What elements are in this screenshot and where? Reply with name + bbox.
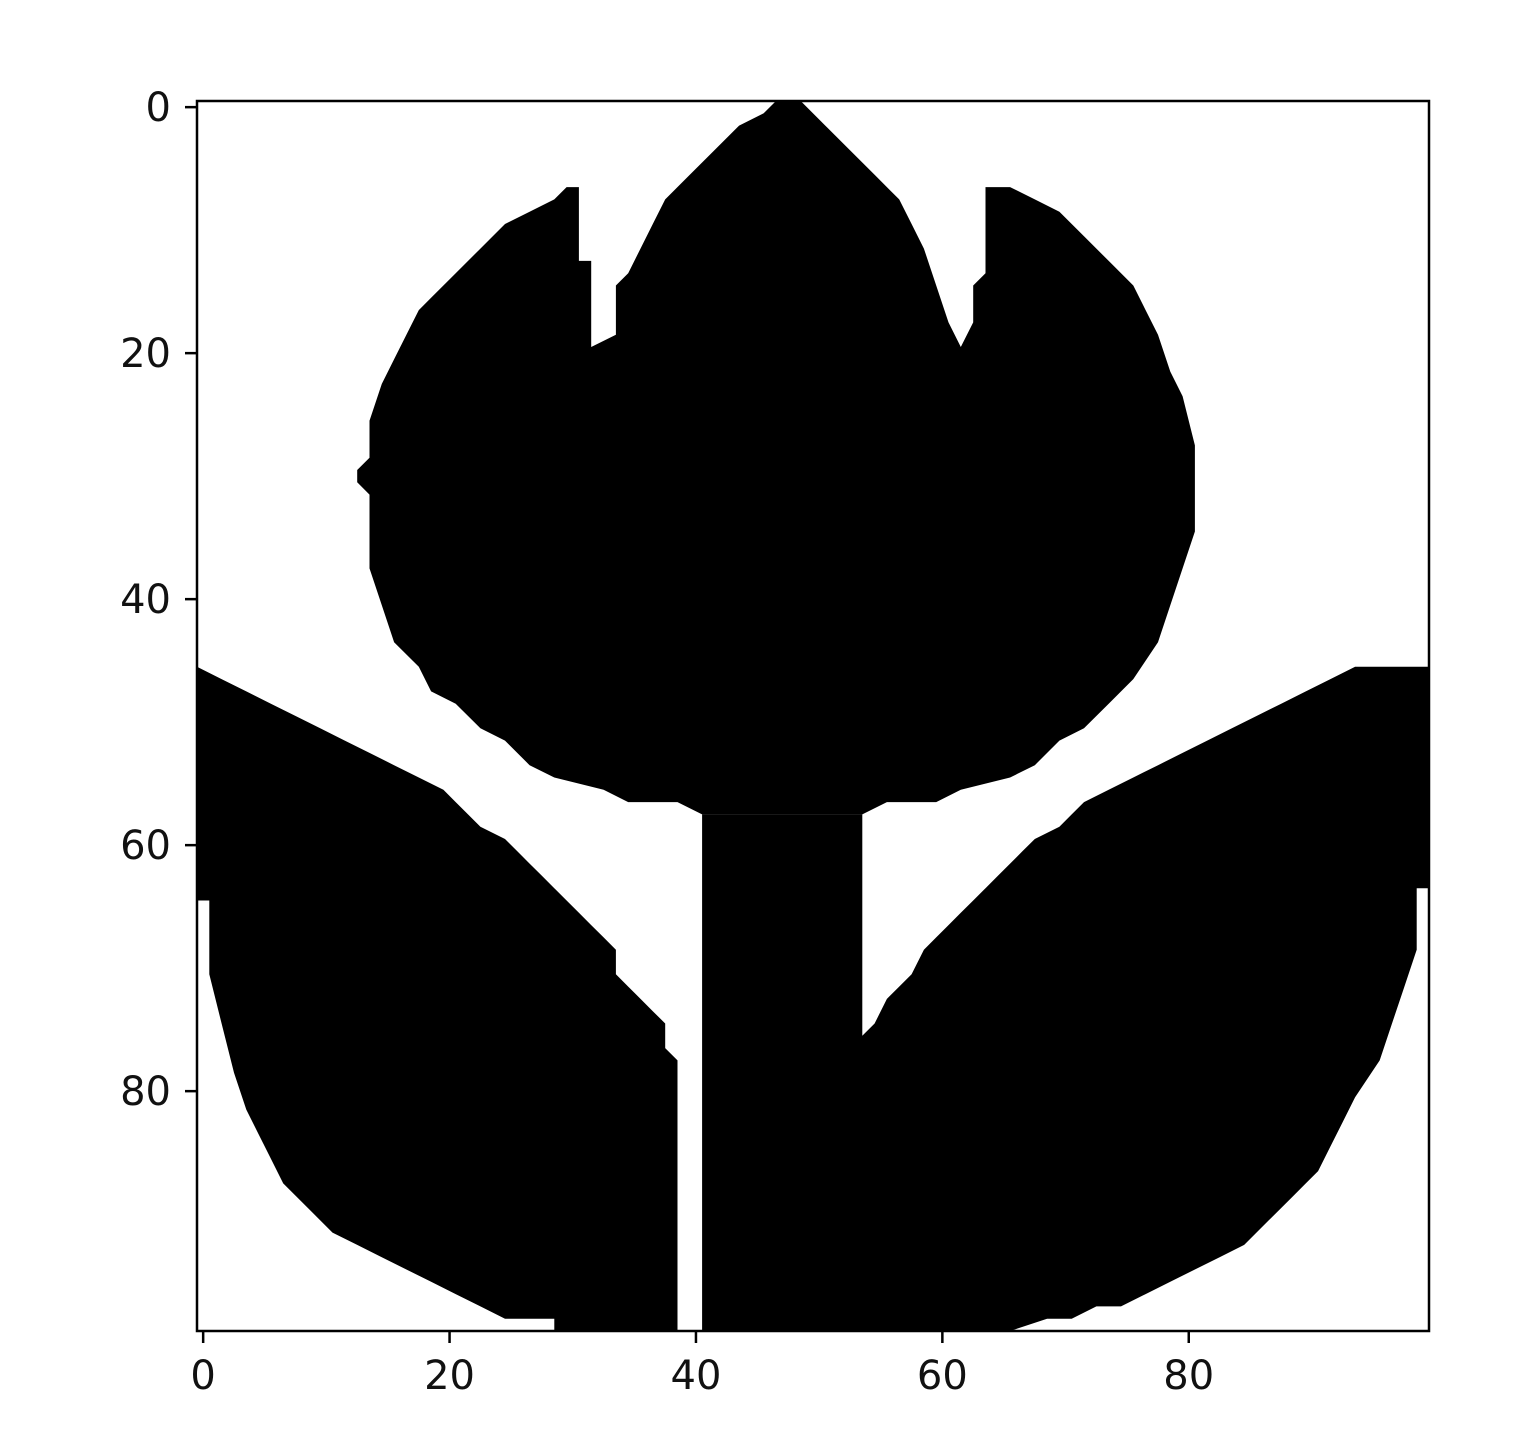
x-tick-label: 80 [1163,1353,1214,1399]
x-tick-label: 20 [424,1353,475,1399]
x-tick-label: 0 [190,1353,215,1399]
y-tick-label: 40 [120,577,171,623]
y-tick-label: 60 [120,823,171,869]
x-tick-label: 40 [671,1353,722,1399]
y-tick-label: 0 [146,85,171,131]
y-tick-label: 80 [120,1069,171,1115]
x-tick-label: 60 [917,1353,968,1399]
y-tick-label: 20 [120,331,171,377]
